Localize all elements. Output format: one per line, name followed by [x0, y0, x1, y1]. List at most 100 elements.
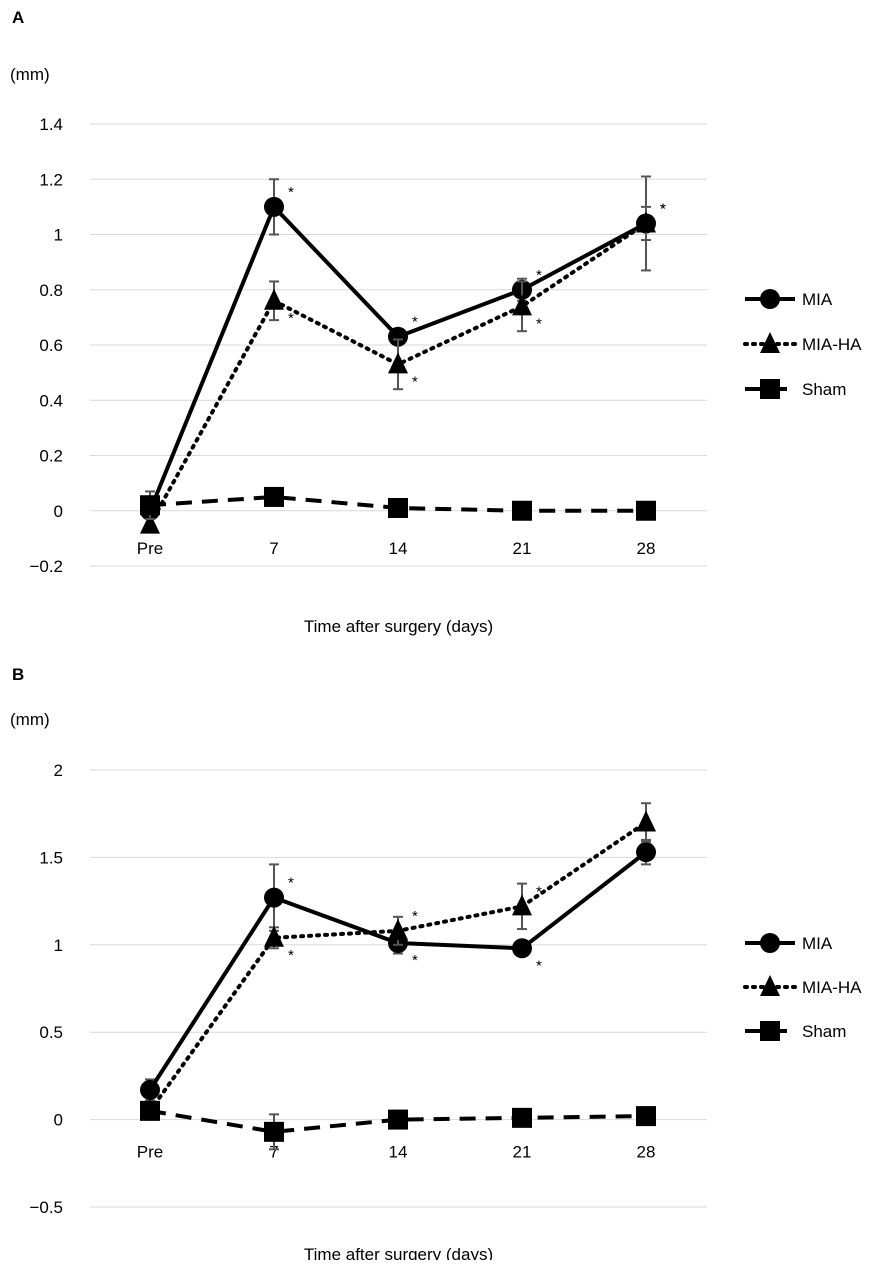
- significance-star: *: [412, 314, 418, 331]
- legend-label: Sham: [802, 1022, 846, 1041]
- data-point-sham: [264, 1121, 284, 1142]
- x-tick-label-b: 21: [513, 1143, 532, 1162]
- chart-a-svg: A (mm) −0.2 0 0.2 0.4 0.6 0.8 1 1.2 1.4 Pre 7 14 21 28 T…: [10, 8, 862, 636]
- data-point-sham: [388, 1109, 408, 1130]
- data-point-sham: [512, 500, 532, 521]
- legend-label: Sham: [802, 380, 846, 399]
- y-tick-label-a: 0: [54, 502, 63, 521]
- x-tick-label-b: Pre: [137, 1143, 163, 1162]
- x-axis-title-a: Time after surgery (days): [304, 617, 493, 636]
- legend-marker: [760, 379, 780, 399]
- legend-marker: [760, 1021, 780, 1041]
- significance-star: *: [288, 184, 294, 201]
- significance-star: *: [660, 200, 666, 217]
- data-point-mia-ha: [512, 894, 532, 916]
- data-point-sham: [140, 1100, 160, 1121]
- data-point-sham: [636, 500, 656, 521]
- significance-star: *: [412, 908, 418, 925]
- x-tick-label-a: Pre: [137, 539, 163, 558]
- data-point-mia-ha: [388, 352, 408, 374]
- y-tick-label-b: 1.5: [39, 848, 63, 867]
- significance-star: *: [536, 957, 542, 974]
- y-tick-label-a: 1.4: [39, 115, 63, 134]
- significance-star: *: [660, 200, 666, 217]
- panel-label-a: A: [12, 8, 24, 27]
- significance-star: *: [288, 875, 294, 892]
- significance-star: *: [412, 952, 418, 969]
- y-tick-label-a: −0.2: [29, 557, 63, 576]
- data-point-sham: [264, 486, 284, 507]
- data-point-mia: [512, 938, 532, 959]
- series-line-mia-ha: [148, 820, 648, 1113]
- data-point-mia-ha: [388, 918, 408, 940]
- y-tick-label-b: −0.5: [29, 1198, 63, 1217]
- legend-marker: [760, 975, 780, 996]
- chart-b-svg: B (mm) −0.5 0 0.5 1 1.5 2 Pre 7 14 21 28 Time after s…: [10, 665, 862, 1264]
- series-mia-ha-a: * * * *: [140, 200, 666, 534]
- x-tick-label-b: 28: [637, 1143, 656, 1162]
- legend-marker: [760, 933, 780, 953]
- y-tick-label-a: 0.4: [39, 391, 63, 410]
- x-tick-label-a: 21: [513, 539, 532, 558]
- data-point-sham: [636, 1106, 656, 1127]
- y-tick-label-a: 1.2: [39, 170, 63, 189]
- significance-star: *: [288, 310, 294, 327]
- legend-item-mia-ha-b: MIA-HA: [743, 975, 862, 997]
- data-point-sham: [512, 1107, 532, 1128]
- significance-star: *: [412, 373, 418, 390]
- y-tick-label-a: 0.2: [39, 447, 63, 466]
- data-point-mia: [140, 1079, 160, 1100]
- x-tick-label-b: 7: [269, 1143, 278, 1162]
- data-point-mia-ha: [636, 211, 656, 233]
- y-tick-label-b: 1: [54, 936, 63, 955]
- series-mia-b: * * *: [140, 838, 656, 1102]
- legend-label: MIA-HA: [802, 335, 862, 354]
- data-point-mia-ha: [512, 294, 532, 316]
- legend-marker: [760, 332, 780, 353]
- x-tick-label-a: 28: [637, 539, 656, 558]
- series-line-sham: [149, 1108, 647, 1134]
- data-point-mia: [388, 326, 408, 347]
- series-mia-ha-b: * * *: [140, 802, 656, 1120]
- legend-label: MIA: [802, 290, 833, 309]
- y-unit-label-a: (mm): [10, 65, 50, 84]
- data-point-sham: [388, 497, 408, 518]
- legend-label: MIA: [802, 934, 833, 953]
- x-tick-label-a: 7: [269, 539, 278, 558]
- legend-marker: [760, 289, 780, 309]
- series-sham-a: [140, 486, 656, 521]
- y-unit-label-b: (mm): [10, 710, 50, 729]
- data-point-mia-ha: [264, 288, 284, 310]
- data-point-mia: [264, 196, 284, 217]
- series-line-mia: [148, 850, 648, 1091]
- x-axis-title-b: Time after surgery (days): [304, 1245, 493, 1260]
- data-point-mia-ha: [140, 512, 160, 534]
- y-tick-label-a: 0.8: [39, 281, 63, 300]
- data-point-mia-ha: [636, 810, 656, 832]
- data-point-sham: [140, 495, 160, 516]
- legend-label: MIA-HA: [802, 978, 862, 997]
- legend-item-mia-ha-a: MIA-HA: [743, 332, 862, 354]
- significance-star: *: [536, 883, 542, 900]
- significance-star: *: [536, 315, 542, 332]
- panel-label-b: B: [12, 665, 24, 684]
- x-tick-label-b: 14: [389, 1143, 408, 1162]
- significance-star: *: [536, 267, 542, 284]
- data-point-mia: [636, 842, 656, 863]
- chart-panel-b: B (mm) −0.5 0 0.5 1 1.5 2 Pre 7 14 21 28 Time after s…: [0, 640, 889, 1264]
- y-tick-label-a: 1: [54, 226, 63, 245]
- series-sham-b: [140, 1100, 656, 1151]
- legend-item-sham-b: Sham: [745, 1021, 846, 1041]
- data-point-mia: [264, 887, 284, 908]
- legend-item-mia-b: MIA: [745, 933, 833, 953]
- y-tick-label-b: 0.5: [39, 1023, 63, 1042]
- x-tick-label-a: 14: [389, 539, 408, 558]
- y-tick-label-b: 0: [54, 1111, 63, 1130]
- legend-item-sham-a: Sham: [745, 379, 846, 399]
- series-mia-a: * * * *: [140, 175, 666, 526]
- y-tick-label-b: 2: [54, 761, 63, 780]
- significance-star: *: [288, 947, 294, 964]
- chart-panel-a: A (mm) −0.2 0 0.2 0.4 0.6 0.8 1 1.2 1.4 Pre 7 14 21 28 T…: [10, 8, 862, 636]
- y-tick-label-a: 0.6: [39, 336, 63, 355]
- data-point-mia-ha: [264, 925, 284, 947]
